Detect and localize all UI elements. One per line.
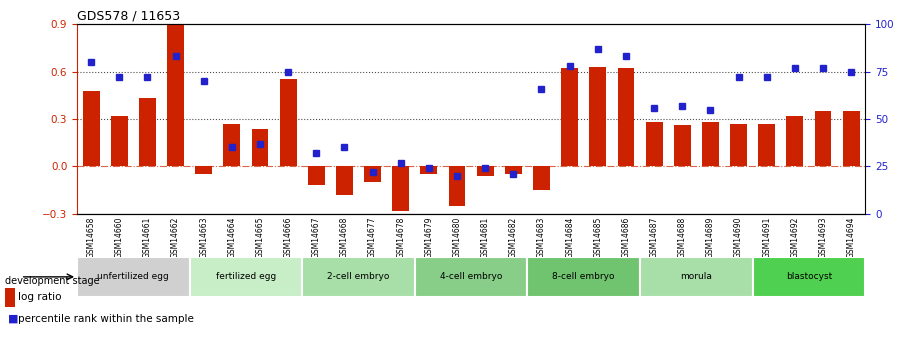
Bar	[753, 257, 865, 297]
Bar	[336, 167, 353, 195]
Bar	[280, 79, 296, 167]
Bar	[758, 124, 776, 167]
Bar	[189, 257, 303, 297]
Bar	[640, 257, 753, 297]
Bar	[448, 167, 466, 206]
Bar	[646, 122, 662, 167]
Text: blastocyst: blastocyst	[786, 272, 832, 282]
Text: development stage: development stage	[5, 276, 99, 286]
Bar	[589, 67, 606, 167]
Text: 2-cell embryo: 2-cell embryo	[327, 272, 390, 282]
Text: percentile rank within the sample: percentile rank within the sample	[18, 314, 194, 324]
Bar	[252, 128, 268, 167]
Bar	[561, 68, 578, 167]
Text: unfertilized egg: unfertilized egg	[98, 272, 169, 282]
Bar	[77, 257, 189, 297]
Text: log ratio: log ratio	[18, 293, 62, 302]
Text: GDS578 / 11653: GDS578 / 11653	[77, 10, 180, 23]
Bar	[224, 124, 240, 167]
Bar	[477, 167, 494, 176]
Bar	[505, 167, 522, 174]
Bar	[139, 98, 156, 167]
Text: ■: ■	[8, 314, 19, 324]
Bar	[730, 124, 747, 167]
Text: fertilized egg: fertilized egg	[216, 272, 276, 282]
Text: morula: morula	[680, 272, 712, 282]
Bar	[420, 167, 438, 174]
Text: 4-cell embryo: 4-cell embryo	[440, 272, 502, 282]
Text: 8-cell embryo: 8-cell embryo	[553, 272, 615, 282]
Bar	[303, 257, 415, 297]
Bar	[364, 167, 381, 182]
Bar	[82, 90, 100, 167]
Bar	[674, 125, 690, 167]
Bar	[533, 167, 550, 190]
Bar	[167, 24, 184, 167]
Bar	[618, 68, 634, 167]
Bar	[196, 167, 212, 174]
Bar	[527, 257, 640, 297]
Bar	[814, 111, 832, 167]
Bar	[111, 116, 128, 167]
Bar	[843, 111, 860, 167]
Bar	[786, 116, 804, 167]
Bar	[308, 167, 324, 186]
Bar	[415, 257, 527, 297]
Bar	[392, 167, 410, 211]
Bar	[702, 122, 718, 167]
